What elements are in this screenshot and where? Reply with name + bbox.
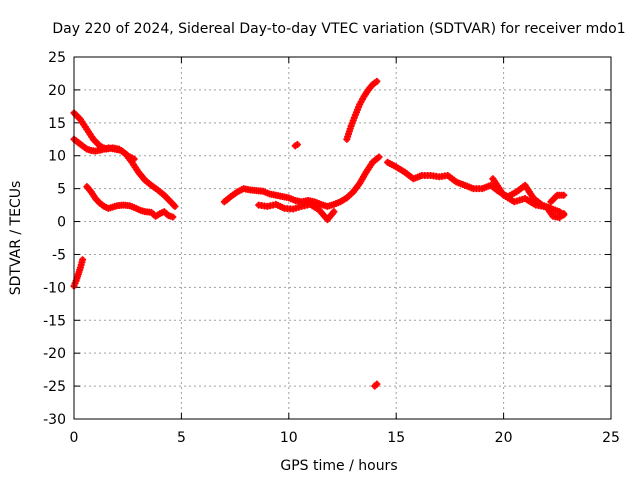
data-point-marker (560, 210, 568, 218)
x-tick-label: 0 (70, 430, 79, 446)
data-point-marker (171, 202, 179, 210)
y-tick-label: -20 (43, 346, 66, 362)
y-tick-label: -25 (43, 379, 66, 395)
series-track-main-day (220, 153, 383, 210)
x-tick-label: 25 (602, 430, 620, 446)
data-point-marker (79, 256, 87, 264)
data-point-marker (373, 380, 381, 388)
series-track-upper-early (70, 109, 179, 210)
data-points (70, 77, 568, 390)
y-axis-label: SDTVAR / TECUs (8, 181, 24, 296)
chart-title: Day 220 of 2024, Sidereal Day-to-day VTE… (52, 21, 625, 37)
y-tick-label: 5 (57, 182, 66, 198)
data-point-marker (560, 191, 568, 199)
series-track-main-day-lower (255, 200, 338, 224)
y-tick-label: -5 (52, 247, 66, 263)
series-track-negative-start (70, 256, 87, 290)
data-point-marker (293, 141, 301, 149)
grid-lines (74, 57, 611, 419)
axis-ticks: -30 -25 -20 -15 -10 -5 0 5 10 15 20 25 0 5 10 15 20 25 (43, 50, 620, 446)
series-track-middle-early (70, 135, 138, 163)
data-point-marker (130, 155, 138, 163)
data-point-marker (373, 77, 381, 85)
y-tick-label: 20 (48, 83, 66, 99)
y-tick-label: -15 (43, 313, 66, 329)
x-tick-label: 5 (177, 430, 186, 446)
y-tick-label: 25 (48, 50, 66, 66)
x-axis-label: GPS time / hours (280, 458, 397, 474)
x-tick-label: 20 (495, 430, 513, 446)
series-track-lower-early (83, 183, 177, 221)
y-tick-label: 10 (48, 149, 66, 165)
data-point-marker (375, 153, 383, 161)
data-point-marker (330, 208, 338, 216)
series-track-rising-arc (343, 77, 381, 143)
series-track-late-upper (547, 191, 568, 206)
y-tick-label: -10 (43, 280, 66, 296)
x-tick-label: 15 (387, 430, 405, 446)
series-point-cluster-10 (291, 141, 301, 150)
y-tick-label: -30 (43, 412, 66, 428)
series-point-cluster-negative-25 (371, 380, 381, 390)
data-point-marker (169, 213, 177, 221)
y-tick-label: 0 (57, 215, 66, 231)
series-track-afternoon-lower (489, 175, 568, 222)
x-tick-label: 10 (280, 430, 298, 446)
y-tick-label: 15 (48, 116, 66, 132)
plot-frame (73, 56, 612, 420)
